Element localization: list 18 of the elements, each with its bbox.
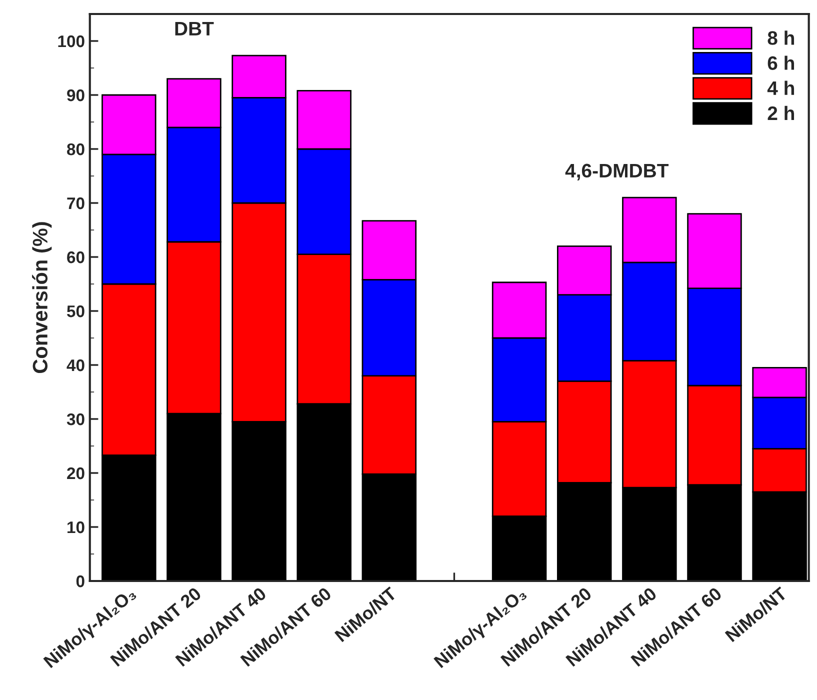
y-tick-label: 20: [67, 467, 84, 480]
annotation: 4,6-DMDBT: [565, 164, 669, 180]
y-axis-title: Conversión (%): [32, 222, 52, 374]
y-tick-label: 100: [58, 35, 84, 48]
y-tick-label: 30: [66, 413, 84, 426]
legend-label: 4 h: [767, 80, 794, 95]
y-tick-label: 80: [67, 143, 84, 156]
y-tick-label: 90: [67, 89, 84, 102]
y-tick-label: 40: [66, 359, 84, 372]
y-tick-label: 50: [66, 305, 84, 318]
y-tick-label: 0: [76, 575, 84, 588]
legend-label: 6 h: [768, 56, 794, 70]
legend-label: 8 h: [768, 30, 794, 45]
y-tick-label: 10: [68, 521, 84, 534]
legend-label: 2 h: [768, 106, 794, 120]
annotation: DBT: [175, 22, 214, 36]
y-tick-label: 60: [67, 251, 84, 264]
y-tick-label: 70: [67, 197, 84, 210]
